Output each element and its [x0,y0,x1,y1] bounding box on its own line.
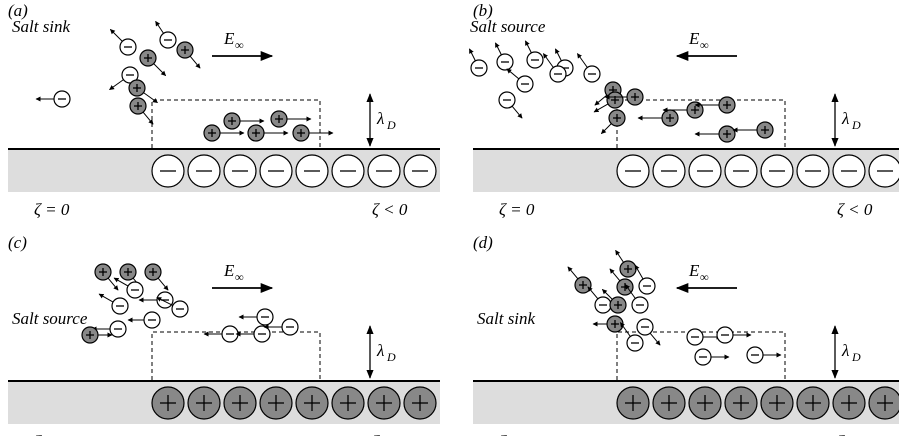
ion-arrow [650,333,660,345]
region-label: Salt source [470,17,546,36]
ion-arrow [610,269,620,281]
debye-symbol: λ [841,341,849,360]
debye-subscript: D [386,118,396,132]
ion-arrow [156,21,164,33]
ion-arrow [109,80,123,90]
field-subscript: ∞ [235,38,244,52]
ion-arrow [512,106,522,118]
debye-subscript: D [851,350,861,364]
panel: λD E∞ (c) Salt source ζ = 0 ζ > 0 [8,233,440,436]
ion-arrow [99,294,113,302]
ion-arrow [190,56,200,68]
ion-arrow [620,322,630,336]
figure: λDE∞(a)Salt sinkζ = 0ζ < 0λDE∞(b)Salt so… [0,0,899,436]
field-symbol: E [688,261,700,280]
ion-arrow [495,43,501,55]
field-symbol: E [223,261,235,280]
field-symbol: E [688,29,700,48]
debye-symbol: λ [841,109,849,128]
field-symbol: E [223,29,235,48]
field-subscript: ∞ [700,270,709,284]
zeta-right: ζ > 0 [837,432,873,436]
ion-arrow [635,265,643,279]
ion-arrow [525,41,531,53]
region-label: Salt source [12,309,88,328]
ion-arrow [568,267,578,279]
ion-arrow [594,104,608,112]
ion-arrow [588,287,598,299]
ion-arrow [555,49,561,61]
ion-arrow [601,124,611,134]
debye-subscript: D [851,118,861,132]
field-subscript: ∞ [700,38,709,52]
region-label: Salt sink [12,17,71,36]
zeta-right: ζ < 0 [837,200,873,219]
zeta-right: ζ > 0 [372,432,408,436]
zeta-left: ζ = 0 [34,200,70,219]
region-label: Salt sink [477,309,536,328]
panel: λD E∞ (d) Salt sink ζ = 0 ζ > 0 [473,233,899,436]
ion-arrow [507,69,519,79]
ion-arrow [144,93,158,103]
ion-arrow [154,64,166,76]
panel-label: (c) [8,233,27,252]
panel-label: (d) [473,233,493,252]
field-subscript: ∞ [235,270,244,284]
zeta-left: ζ = 0 [499,200,535,219]
ion-arrow [577,53,587,67]
ion-arrow [110,29,122,41]
ion-arrow [543,53,553,67]
ion-arrow [616,250,624,262]
ion-arrow [158,278,168,290]
zeta-left: ζ = 0 [34,432,70,436]
zeta-left: ζ = 0 [499,432,535,436]
debye-symbol: λ [376,341,384,360]
ion-arrow [469,49,475,61]
debye-subscript: D [386,350,396,364]
debye-symbol: λ [376,109,384,128]
zeta-right: ζ < 0 [372,200,408,219]
